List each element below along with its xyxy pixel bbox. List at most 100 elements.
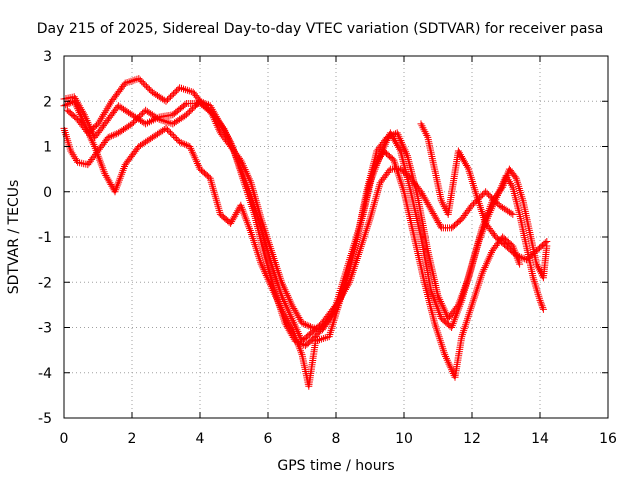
data-point	[479, 191, 487, 199]
data-point	[285, 318, 293, 326]
data-point	[481, 264, 489, 271]
data-point	[326, 313, 334, 321]
data-point	[485, 191, 493, 199]
data-point	[262, 272, 270, 279]
data-point	[109, 131, 117, 139]
data-point	[393, 140, 400, 148]
data-point	[381, 140, 389, 148]
data-point	[141, 81, 149, 89]
data-point	[105, 177, 113, 185]
data-point	[394, 142, 401, 150]
data-point	[421, 195, 429, 203]
data-point	[419, 191, 427, 199]
data-point	[170, 132, 178, 140]
data-point	[227, 219, 235, 227]
data-point	[509, 210, 517, 218]
data-point	[136, 76, 144, 84]
data-point	[102, 172, 110, 179]
data-point	[228, 218, 236, 226]
data-point	[517, 253, 525, 261]
data-point	[464, 163, 472, 171]
data-point	[543, 238, 551, 246]
data-point	[305, 322, 313, 330]
data-point	[104, 133, 112, 141]
data-point	[482, 188, 490, 196]
x-tick-label: 12	[463, 431, 481, 447]
data-point	[139, 79, 147, 87]
data-point	[168, 91, 176, 99]
data-point	[107, 181, 115, 188]
data-point	[483, 189, 491, 197]
data-point	[300, 320, 308, 328]
data-point	[298, 319, 306, 327]
data-point	[284, 316, 292, 324]
data-point	[145, 85, 153, 93]
data-point	[385, 167, 393, 175]
data-point	[171, 134, 179, 141]
data-point	[458, 153, 465, 160]
data-point	[432, 215, 440, 223]
data-point	[477, 192, 485, 200]
data-point	[434, 219, 442, 226]
data-point	[293, 310, 301, 318]
data-point	[425, 202, 433, 210]
data-point	[390, 134, 397, 142]
x-tick-label: 16	[599, 431, 617, 447]
data-point	[396, 145, 404, 153]
data-point	[103, 173, 111, 181]
data-point	[345, 280, 353, 288]
data-point	[386, 129, 394, 137]
y-tick-label: -3	[38, 321, 52, 337]
data-point	[133, 115, 140, 123]
data-point	[541, 239, 549, 247]
data-point	[455, 149, 463, 157]
data-point	[279, 307, 287, 315]
data-point	[190, 103, 198, 111]
data-point	[167, 93, 174, 101]
data-point	[177, 139, 185, 147]
data-point	[232, 210, 240, 218]
data-point	[233, 209, 241, 217]
y-tick-label: -5	[38, 411, 52, 427]
x-tick-label: 0	[60, 431, 69, 447]
x-tick-label: 6	[264, 431, 273, 447]
data-point	[171, 88, 179, 96]
data-point	[131, 117, 139, 125]
data-point	[162, 97, 170, 105]
data-point	[427, 206, 435, 214]
data-point	[537, 300, 545, 308]
data-point	[219, 123, 226, 131]
data-point	[462, 160, 469, 168]
x-axis-label: GPS time / hours	[277, 458, 394, 474]
data-point	[181, 140, 189, 148]
data-point	[170, 90, 178, 98]
data-point	[185, 108, 193, 116]
data-point	[179, 140, 187, 147]
data-point	[435, 220, 443, 228]
data-point	[423, 199, 431, 207]
series-4	[60, 97, 551, 390]
data-point	[290, 305, 298, 312]
data-point	[282, 301, 290, 309]
data-point	[287, 322, 295, 330]
data-point	[420, 193, 428, 201]
data-point	[327, 311, 335, 319]
data-point	[460, 156, 467, 164]
y-tick-label: 1	[43, 140, 52, 156]
data-point	[188, 105, 196, 113]
data-point	[181, 101, 189, 109]
x-tick-label: 4	[196, 431, 205, 447]
data-point	[173, 135, 181, 143]
data-point	[108, 132, 116, 140]
data-point	[165, 127, 173, 135]
data-point	[328, 309, 336, 317]
data-point	[75, 109, 83, 117]
data-point	[511, 173, 519, 181]
data-point	[294, 312, 302, 320]
data-point	[446, 362, 454, 370]
data-point	[392, 138, 399, 146]
data-point	[138, 78, 146, 86]
data-point	[539, 304, 547, 312]
